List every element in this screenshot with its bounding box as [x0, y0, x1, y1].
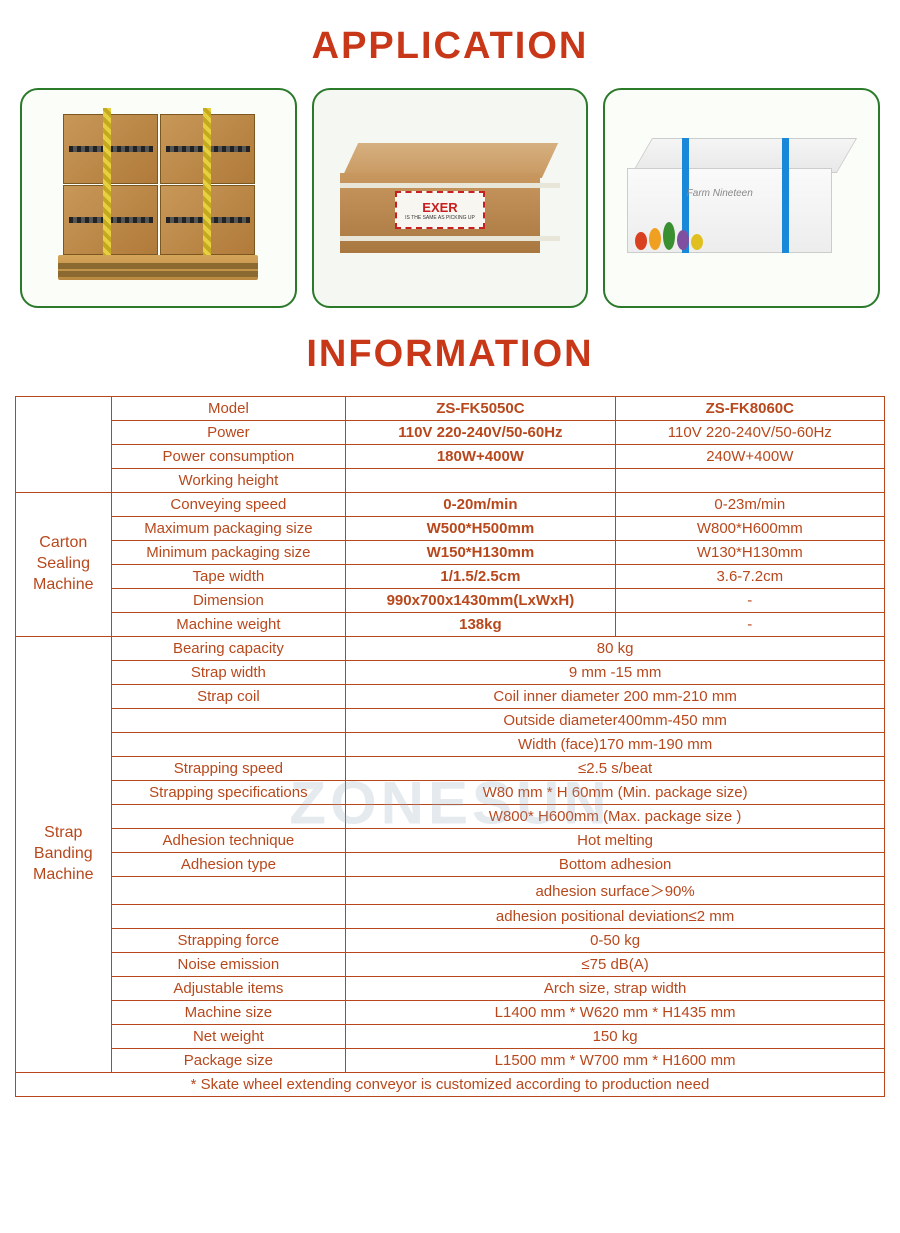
spec-label: Power [111, 421, 346, 445]
exer-label: EXER [422, 200, 457, 215]
spec-val-1: W500*H500mm [346, 517, 615, 541]
spec-val-merged: W800* H600mm (Max. package size ) [346, 805, 885, 829]
spec-val-merged: ≤75 dB(A) [346, 953, 885, 977]
spec-val-merged: Outside diameter400mm-450 mm [346, 709, 885, 733]
section-strap: StrapBandingMachine [16, 637, 112, 1073]
spec-val-merged: 80 kg [346, 637, 885, 661]
spec-val-2: 3.6-7.2cm [615, 565, 884, 589]
spec-label [111, 905, 346, 929]
spec-label [111, 733, 346, 757]
spec-val-2: - [615, 589, 884, 613]
spec-label: Adjustable items [111, 977, 346, 1001]
spec-val-2: ZS-FK8060C [615, 397, 884, 421]
application-title: APPLICATION [0, 25, 900, 68]
spec-val-merged: L1400 mm * W620 mm * H1435 mm [346, 1001, 885, 1025]
app-card-box: EXER IS THE SAME AS PICKING UP [312, 88, 589, 308]
spec-label: Minimum packaging size [111, 541, 346, 565]
spec-label: Package size [111, 1049, 346, 1073]
spec-label: Model [111, 397, 346, 421]
spec-label: Strapping specifications [111, 781, 346, 805]
spec-label [111, 877, 346, 905]
spec-label: Adhesion type [111, 853, 346, 877]
spec-label: Maximum packaging size [111, 517, 346, 541]
spec-table: ModelZS-FK5050CZS-FK8060CPower110V 220-2… [15, 396, 885, 1097]
spec-label: Strap coil [111, 685, 346, 709]
spec-val-merged: 0-50 kg [346, 929, 885, 953]
spec-val-1: 990x700x1430mm(LxWxH) [346, 589, 615, 613]
app-card-pallet [20, 88, 297, 308]
spec-val-1: ZS-FK5050C [346, 397, 615, 421]
spec-val-merged: W80 mm * H 60mm (Min. package size) [346, 781, 885, 805]
spec-label [111, 709, 346, 733]
spec-val-merged: ≤2.5 s/beat [346, 757, 885, 781]
footnote: * Skate wheel extending conveyor is cust… [16, 1073, 885, 1097]
spec-val-1 [346, 469, 615, 493]
spec-label: Power consumption [111, 445, 346, 469]
blank-rowhead [16, 397, 112, 493]
spec-val-2: - [615, 613, 884, 637]
spec-label: Adhesion technique [111, 829, 346, 853]
spec-val-merged: Hot melting [346, 829, 885, 853]
spec-val-2: 0-23m/min [615, 493, 884, 517]
spec-val-2: W130*H130mm [615, 541, 884, 565]
spec-label: Dimension [111, 589, 346, 613]
spec-label: Conveying speed [111, 493, 346, 517]
spec-val-merged: 9 mm -15 mm [346, 661, 885, 685]
spec-label: Working height [111, 469, 346, 493]
spec-val-merged: L1500 mm * W700 mm * H1600 mm [346, 1049, 885, 1073]
spec-val-1: 138kg [346, 613, 615, 637]
exer-sub: IS THE SAME AS PICKING UP [405, 215, 475, 221]
spec-val-2: W800*H600mm [615, 517, 884, 541]
spec-val-merged: Arch size, strap width [346, 977, 885, 1001]
spec-val-2: 240W+400W [615, 445, 884, 469]
spec-label [111, 805, 346, 829]
spec-label: Machine weight [111, 613, 346, 637]
spec-val-merged: adhesion positional deviation≤2 mm [346, 905, 885, 929]
information-title: INFORMATION [0, 333, 900, 376]
spec-label: Strap width [111, 661, 346, 685]
spec-label: Strapping force [111, 929, 346, 953]
spec-val-merged: Coil inner diameter 200 mm-210 mm [346, 685, 885, 709]
spec-label: Net weight [111, 1025, 346, 1049]
app-card-whitebox: Farm Nineteen [603, 88, 880, 308]
spec-val-1: 180W+400W [346, 445, 615, 469]
section-carton: CartonSealingMachine [16, 493, 112, 637]
spec-label: Tape width [111, 565, 346, 589]
spec-val-merged: adhesion surface＞90% [346, 877, 885, 905]
spec-val-1: W150*H130mm [346, 541, 615, 565]
spec-val-2 [615, 469, 884, 493]
farm-label: Farm Nineteen [687, 188, 753, 199]
spec-label: Bearing capacity [111, 637, 346, 661]
spec-val-merged: Bottom adhesion [346, 853, 885, 877]
spec-label: Noise emission [111, 953, 346, 977]
spec-label: Machine size [111, 1001, 346, 1025]
spec-val-1: 0-20m/min [346, 493, 615, 517]
spec-label: Strapping speed [111, 757, 346, 781]
spec-val-1: 1/1.5/2.5cm [346, 565, 615, 589]
application-row: EXER IS THE SAME AS PICKING UP Farm Nine… [0, 88, 900, 308]
spec-val-2: 110V 220-240V/50-60Hz [615, 421, 884, 445]
spec-val-1: 110V 220-240V/50-60Hz [346, 421, 615, 445]
spec-val-merged: Width (face)170 mm-190 mm [346, 733, 885, 757]
spec-val-merged: 150 kg [346, 1025, 885, 1049]
